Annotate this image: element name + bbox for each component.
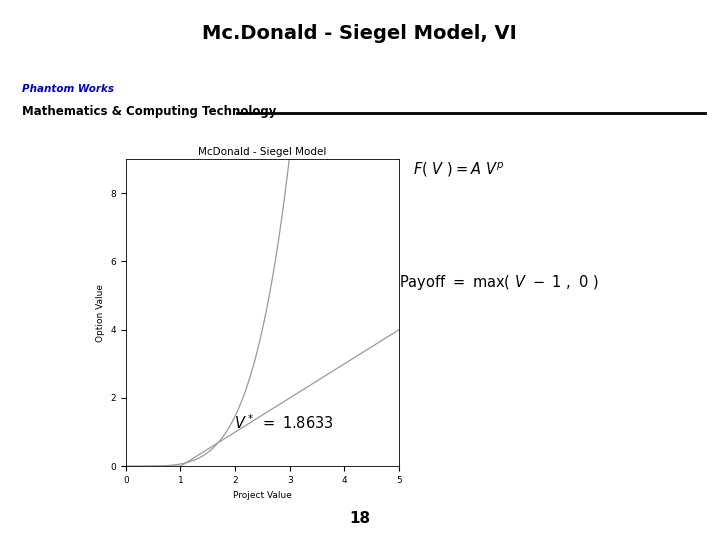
Text: Phantom Works: Phantom Works [22,84,114,94]
Text: $\mathit{V^*}\ \mathrm{=\ 1.8633}$: $\mathit{V^*}\ \mathrm{=\ 1.8633}$ [234,414,334,432]
Y-axis label: Option Value: Option Value [96,284,105,342]
Text: $\mathrm{Payoff\ =\ max(\ }\mathit{V}\mathrm{\ -\ 1\ ,\ 0\ )}$: $\mathrm{Payoff\ =\ max(\ }\mathit{V}\ma… [399,273,599,293]
Title: McDonald - Siegel Model: McDonald - Siegel Model [198,147,326,157]
Text: Mc.Donald - Siegel Model, VI: Mc.Donald - Siegel Model, VI [202,24,517,43]
Text: $\mathit{F(\ V\ ) = A\ V^p}$: $\mathit{F(\ V\ ) = A\ V^p}$ [413,161,505,179]
Text: 18: 18 [349,510,370,526]
Text: Mathematics & Computing Technology: Mathematics & Computing Technology [22,105,276,118]
X-axis label: Project Value: Project Value [233,490,292,500]
